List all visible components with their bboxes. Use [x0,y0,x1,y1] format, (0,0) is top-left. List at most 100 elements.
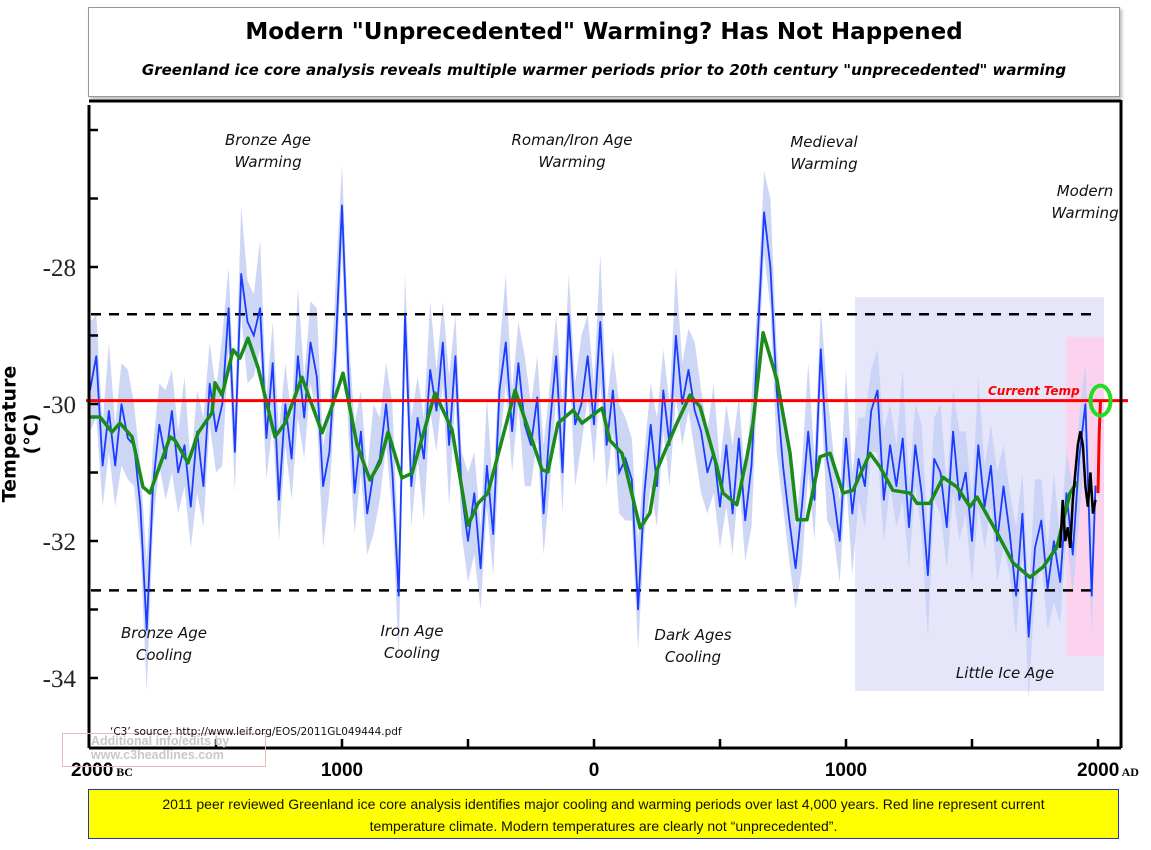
raw-data-point [788,519,791,522]
x-tick-label: 2000 BC [71,760,133,781]
x-tick-value: 0 [589,760,600,781]
raw-data-point [1015,595,1017,597]
raw-data-point [782,464,784,467]
chart-title: Modern "Unprecedented" Warming? Has Not … [245,19,963,45]
raw-data-point [826,458,828,460]
raw-data-point [517,362,520,364]
smoothed-temperature-line [90,331,1079,580]
raw-data-point [857,458,860,460]
raw-data-point [996,540,998,542]
raw-data-point [385,403,387,405]
raw-data-point [1040,519,1043,522]
raw-data-point [234,451,236,453]
raw-data-point [158,423,161,426]
annotation-label: Warming [790,155,857,173]
raw-data-point [297,355,299,357]
raw-data-point [328,451,331,453]
x-tick-label: 1000 [825,760,867,781]
raw-data-point [719,505,721,508]
raw-data-point [265,437,268,440]
raw-data-point [347,368,350,371]
raw-data-point [290,458,293,460]
x-tick-era: AD [1119,765,1139,779]
raw-data-point [164,458,167,460]
annotation-label: Roman/Iron Age [511,131,632,149]
annotation-label: Bronze Age [225,131,311,149]
raw-data-point [794,567,797,570]
raw-data-point [820,348,822,351]
raw-data-point [353,492,356,494]
y-axis-label: Temperature (°C) [0,365,43,503]
y-tick-label: -34 [43,666,77,693]
raw-data-point [360,430,362,433]
raw-data-point [876,389,879,392]
x-tick-label: 0 [589,760,600,781]
raw-data-point [1072,553,1074,556]
raw-data-point [757,334,759,337]
raw-data-point [914,444,917,446]
raw-data-point [939,471,942,474]
x-tick-value: 2000 [71,760,113,781]
raw-data-point [511,430,513,433]
raw-data-point [284,403,287,405]
x-tick-label: 1000 [321,760,363,781]
raw-data-point [246,321,249,323]
annotation-label: Warming [1051,204,1118,222]
raw-data-point [221,403,224,405]
raw-data-point [769,266,772,268]
raw-data-point [183,444,186,446]
y-tick-label: -32 [43,529,76,556]
raw-data-point [864,485,866,488]
raw-data-point [1090,595,1093,597]
raw-data-point [958,499,961,501]
annotation-label: Warming [234,153,301,171]
raw-data-point [536,396,539,398]
raw-data-point [706,471,709,474]
raw-data-point [467,540,469,542]
raw-data-point [215,430,217,433]
raw-data-point [643,492,646,494]
raw-data-point [681,403,683,405]
chart-subtitle: Greenland ice core analysis reveals mult… [141,61,1067,79]
raw-data-point [612,389,614,392]
raw-data-point [259,307,261,309]
raw-data-point [1034,547,1036,549]
title-box: Modern "Unprecedented" Warming? Has Not … [88,7,1120,97]
annotation-label: Little Ice Age [956,664,1054,682]
raw-data-point [1084,403,1087,405]
raw-data-point [492,533,495,535]
raw-data-point [1065,492,1068,494]
raw-data-point [316,375,318,378]
raw-data-point [120,403,123,405]
raw-data-point [171,410,173,412]
raw-data-point [177,471,179,474]
raw-data-point [448,444,450,446]
raw-data-point [423,458,425,460]
x-tick-value: 2000 [1077,760,1119,781]
raw-data-point [253,334,255,337]
raw-data-point [656,485,658,488]
raw-data-point [694,410,696,412]
raw-data-point [605,444,608,446]
raw-data-point [920,492,923,494]
annotation-label: Cooling [136,646,192,664]
raw-data-point [530,444,532,446]
raw-data-point [971,540,973,542]
raw-data-point [662,389,665,392]
raw-data-point [725,444,728,446]
raw-data-point [127,437,129,440]
raw-data-point [990,464,992,467]
source-note: ‘C3’ source: http://www.leif.org/EOS/201… [110,726,402,738]
raw-data-point [410,485,413,488]
raw-data-point [95,355,98,357]
raw-data-point [542,512,545,515]
instrumental-temperature-line [1058,431,1097,549]
raw-data-point [593,423,595,426]
raw-data-point [801,505,803,508]
raw-data-point [114,464,116,467]
raw-data-point [391,471,394,474]
raw-data-point [278,499,280,501]
annotation-label: Cooling [384,644,440,662]
raw-data-point [479,567,482,570]
